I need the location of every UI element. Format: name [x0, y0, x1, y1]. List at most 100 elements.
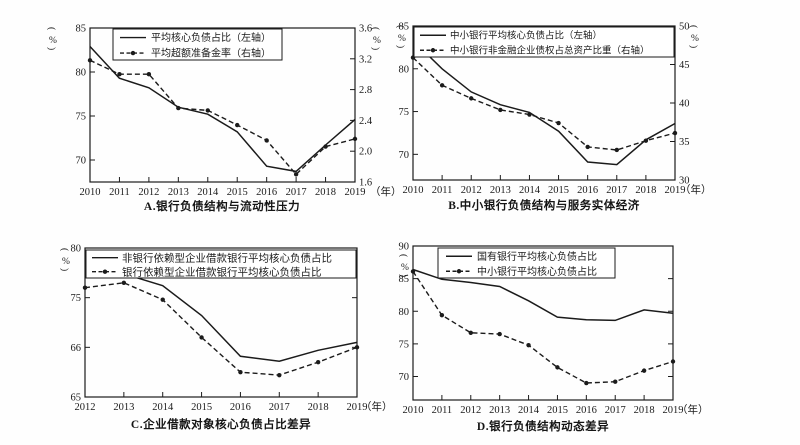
x-axis-unit-label: （年） — [361, 400, 393, 413]
y2-axis-tick-label: 3.6 — [359, 24, 372, 35]
series-line-solid — [412, 39, 676, 166]
percent-axis-unit: % — [49, 36, 57, 46]
x-axis-tick-label: 2014 — [519, 185, 541, 196]
y-axis-tick-label: 70 — [399, 372, 410, 383]
series-marker-dot — [641, 368, 647, 373]
percent-axis-unit: ) — [395, 45, 406, 48]
percent-axis-unit: ( — [398, 254, 409, 257]
chart-panel-a: 85 80 75 70 3.6 3.2 2.8 2.4 2.0 1.6 2010 2011 2012 20… — [46, 24, 402, 199]
series-marker-dot — [160, 297, 165, 302]
series-marker-dot — [199, 335, 204, 340]
legend-marker-dot — [430, 48, 436, 53]
legend-entry-label: 平均核心负债占比（左轴） — [151, 31, 271, 44]
x-axis-tick-label: 2015 — [548, 185, 569, 196]
series-marker-dot — [238, 369, 243, 375]
legend-box — [85, 249, 357, 279]
series-line-dashed — [89, 59, 356, 176]
plot-border — [412, 245, 674, 401]
y2-axis-tick-label: 1.6 — [359, 178, 372, 189]
x-axis-tick-label: 2019 — [663, 405, 684, 416]
legend-entry-label: 非银行依赖型企业借款银行平均核心负债占比 — [122, 251, 332, 264]
x-axis-unit-label: （年） — [677, 403, 709, 416]
x-axis-tick-label: 2015 — [191, 402, 212, 413]
y-axis-tick-label: 75 — [399, 339, 410, 350]
series-marker-dot — [176, 105, 181, 111]
series-marker-dot — [277, 372, 282, 378]
series-marker-dot — [323, 144, 328, 149]
y-axis-tick-label: 80 — [71, 244, 82, 255]
series-marker-dot — [205, 108, 210, 113]
series-marker-dot — [410, 269, 416, 274]
y2-axis-tick-label: 35 — [679, 137, 690, 148]
series-marker-dot — [526, 342, 531, 348]
series-line-solid — [84, 273, 358, 362]
legend-entry-label: 平均超额准备金率（右轴） — [151, 47, 271, 60]
series-marker-dot — [146, 72, 152, 77]
x-axis-tick-label: 2019 — [665, 185, 686, 196]
legend-marker-dot — [456, 269, 462, 274]
x-axis-tick-label: 2016 — [577, 185, 598, 196]
x-axis-tick-label: 2013 — [168, 187, 189, 198]
y-axis-tick-label: 75 — [76, 112, 87, 123]
chart-panel-d: 90 85 80 75 70 2010 2011 2012 2013 2014 2015 2016 20… — [398, 242, 709, 417]
y-axis-tick-label: 80 — [399, 307, 410, 318]
series-marker-dot — [613, 379, 618, 384]
series-marker-dot — [614, 147, 619, 153]
percent-axis-unit: % — [62, 257, 70, 267]
y-axis-tick-label: 80 — [399, 64, 410, 75]
series-line-dashed — [84, 282, 358, 376]
y2-axis-tick-label: 30 — [679, 176, 690, 187]
y-axis-tick-label: 85 — [399, 22, 410, 33]
y-axis-tick-label: 70 — [76, 156, 87, 167]
x-axis-tick-label: 2012 — [461, 185, 482, 196]
series-line-dashed — [412, 57, 676, 151]
series-marker-dot — [527, 112, 532, 117]
x-axis-tick-label: 2016 — [256, 187, 277, 198]
x-axis-tick-label: 2017 — [286, 187, 307, 198]
percent-axis-unit: ( — [370, 27, 381, 30]
percent-axis-unit: ) — [398, 274, 409, 277]
x-axis-tick-label: 2018 — [308, 402, 329, 413]
percent-axis-unit: ) — [46, 47, 57, 50]
series-marker-dot — [498, 107, 503, 113]
x-axis-tick-label: 2010 — [403, 185, 424, 196]
percent-axis-unit: ) — [688, 45, 699, 48]
series-marker-dot — [87, 58, 93, 63]
series-marker-dot — [439, 312, 445, 318]
x-axis-unit-label: （年） — [680, 183, 712, 196]
series-marker-dot — [439, 83, 445, 88]
x-axis-tick-label: 2018 — [315, 187, 336, 198]
x-axis-tick-label: 2018 — [634, 405, 655, 416]
series-marker-dot — [556, 120, 561, 126]
y2-axis-tick-label: 2.8 — [359, 85, 372, 96]
x-axis-tick-label: 2016 — [576, 405, 597, 416]
x-axis-tick-label: 2014 — [518, 405, 540, 416]
series-marker-dot — [672, 130, 678, 136]
series-marker-dot — [585, 144, 590, 150]
x-axis-tick-label: 2010 — [403, 405, 424, 416]
x-axis-tick-label: 2017 — [606, 185, 627, 196]
plot-border — [84, 247, 358, 398]
series-marker-dot — [468, 330, 473, 335]
x-axis-tick-label: 2011 — [432, 185, 453, 196]
series-marker-dot — [117, 72, 122, 77]
plot-border — [89, 27, 356, 183]
series-line-dashed — [412, 271, 674, 384]
chart-panel-b: 85 80 75 70 50 45 40 35 30 2010 2011 2012 2013 2014 20… — [395, 22, 712, 197]
y2-axis-tick-label: 2.4 — [359, 116, 373, 127]
series-marker-dot — [469, 96, 474, 101]
x-axis-tick-label: 2014 — [197, 187, 219, 198]
percent-axis-unit: ( — [59, 248, 70, 251]
percent-axis-unit: % — [401, 263, 409, 273]
legend-entry-label: 中小银行平均核心负债占比 — [477, 265, 597, 278]
y-axis-tick-label: 75 — [71, 293, 82, 304]
percent-axis-unit: % — [373, 36, 381, 46]
x-axis-tick-label: 2014 — [152, 402, 174, 413]
legend-entry-label: 国有银行平均核心负债占比 — [477, 250, 597, 263]
y2-axis-tick-label: 2.0 — [359, 147, 372, 158]
series-marker-dot — [584, 380, 589, 386]
y-axis-tick-label: 80 — [76, 68, 87, 79]
x-axis-tick-label: 2013 — [113, 402, 134, 413]
